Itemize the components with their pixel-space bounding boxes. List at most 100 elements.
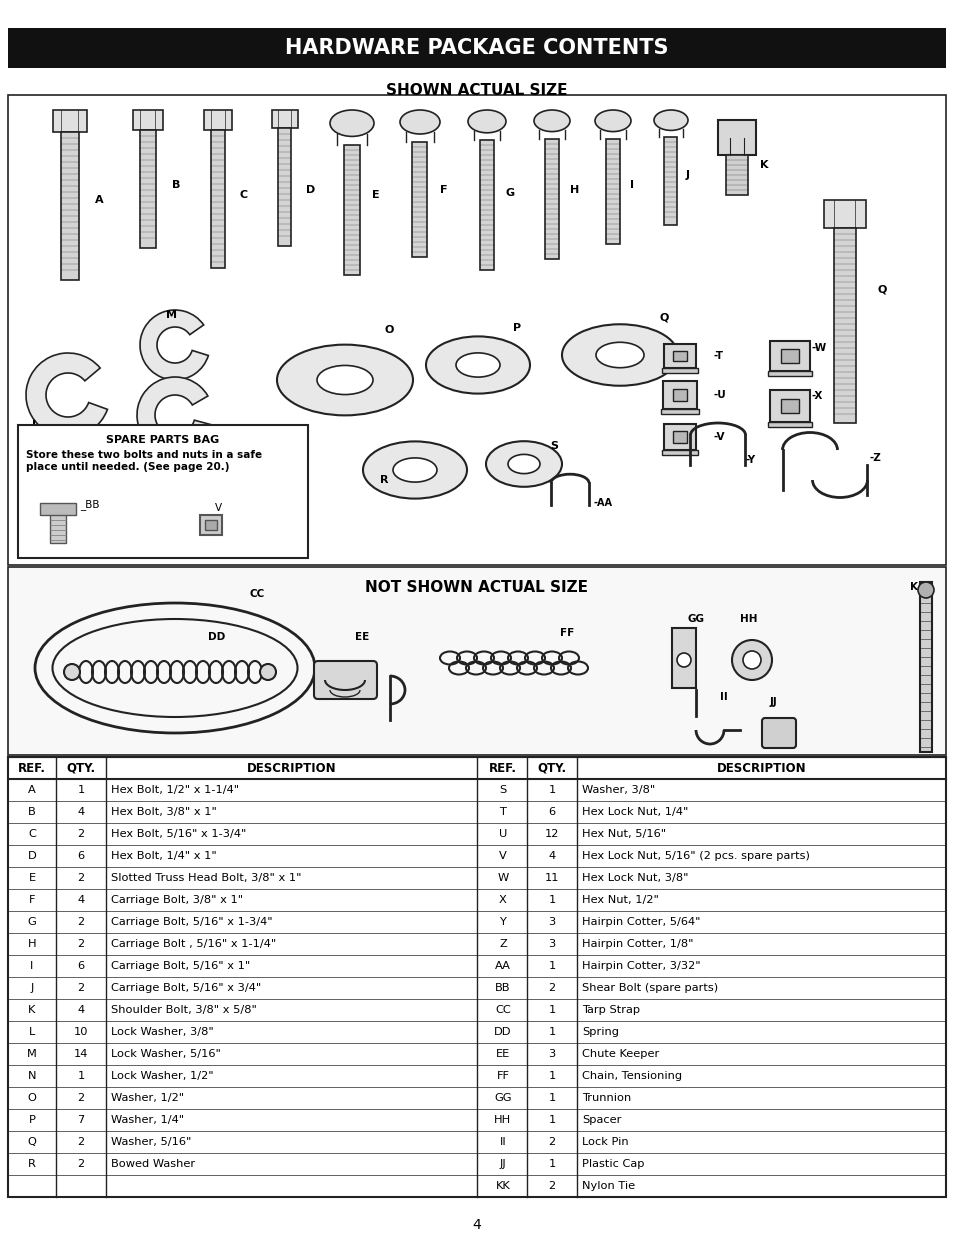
Text: SPARE PARTS BAG: SPARE PARTS BAG [107,435,219,445]
Text: B: B [28,807,36,817]
Text: Hex Lock Nut, 3/8": Hex Lock Nut, 3/8" [581,873,688,883]
Text: S: S [550,441,558,451]
Text: 1: 1 [548,895,555,904]
Text: J: J [685,170,689,180]
Text: Lock Pin: Lock Pin [581,1137,628,1147]
Text: -X: -X [811,392,822,401]
Text: 2: 2 [77,829,85,839]
Text: E: E [372,190,379,199]
Text: D: D [28,851,36,861]
Bar [8,567,945,755]
Text: Hex Lock Nut, 1/4": Hex Lock Nut, 1/4" [581,807,688,817]
Text: 3: 3 [548,939,555,949]
Text: L: L [32,420,39,430]
Text: Store these two bolts and nuts in a safe
place until needed. (See page 20.): Store these two bolts and nuts in a safe… [26,450,262,472]
Text: T: T [499,807,506,817]
Bar [781,399,798,413]
Text: I: I [629,180,634,190]
Text: M: M [167,310,177,320]
Text: 6: 6 [77,961,85,971]
Bar [61,133,79,280]
Bar [661,450,698,455]
Text: C: C [240,190,248,199]
Text: 2: 2 [77,1093,85,1103]
Ellipse shape [534,110,569,131]
Text: 1: 1 [548,1093,555,1103]
Text: HH: HH [494,1115,511,1125]
Bar [672,351,686,362]
Text: EE: EE [496,1049,510,1059]
Text: 10: 10 [73,1027,89,1037]
Circle shape [917,582,933,598]
Bar [663,424,696,450]
Text: -W: -W [811,343,826,353]
FancyBboxPatch shape [314,660,376,699]
Text: 4: 4 [472,1218,481,1232]
Bar [781,349,798,363]
Text: 1: 1 [548,961,555,971]
Text: H: H [28,939,36,949]
Text: Chute Keeper: Chute Keeper [581,1049,659,1059]
Bar [664,138,677,225]
Text: 4: 4 [77,807,85,817]
Text: N: N [194,442,204,452]
Text: E: E [29,873,35,883]
Ellipse shape [654,110,687,130]
Text: HARDWARE PACKAGE CONTENTS: HARDWARE PACKAGE CONTENTS [285,38,668,58]
Bar [272,110,297,128]
Bar [769,390,809,422]
Text: D: D [306,185,314,195]
Text: Chain, Tensioning: Chain, Tensioning [581,1070,681,1080]
Bar [132,110,163,130]
Text: Hex Nut, 1/2": Hex Nut, 1/2" [581,895,659,904]
Text: A: A [95,195,104,204]
Text: GG: GG [494,1093,511,1103]
Bar [767,370,811,375]
Text: Trunnion: Trunnion [581,1093,631,1103]
Ellipse shape [52,620,297,717]
Text: Carriage Bolt , 5/16" x 1-1/4": Carriage Bolt , 5/16" x 1-1/4" [111,939,276,949]
Ellipse shape [393,458,436,482]
Text: 11: 11 [544,873,558,883]
Bar [672,431,686,442]
Text: R: R [379,475,388,484]
Bar [50,513,66,543]
Text: Z: Z [498,939,506,949]
Text: DD: DD [208,632,225,642]
Text: 1: 1 [548,786,555,795]
Text: 2: 2 [77,983,85,992]
Text: K: K [760,160,768,170]
Text: 4: 4 [77,1005,85,1015]
Text: Washer, 1/2": Washer, 1/2" [111,1093,184,1103]
Text: -AA: -AA [594,498,613,508]
Text: HH: HH [740,615,757,624]
Text: Washer, 5/16": Washer, 5/16" [111,1137,192,1147]
Text: 2: 2 [77,1137,85,1147]
Text: REF.: REF. [18,762,46,774]
Text: Q: Q [28,1137,36,1147]
FancyBboxPatch shape [761,717,795,748]
Text: JJ: JJ [769,698,777,707]
Bar [663,344,696,368]
Text: 2: 2 [77,939,85,949]
Ellipse shape [595,110,630,131]
Text: V: V [214,503,222,513]
Bar [672,389,687,401]
Text: 2: 2 [77,917,85,927]
Text: N: N [28,1070,36,1080]
Text: 1: 1 [77,1070,85,1080]
Text: Bowed Washer: Bowed Washer [111,1158,195,1170]
Text: G: G [505,188,515,198]
Bar [769,341,809,370]
Text: 2: 2 [548,1137,555,1147]
Circle shape [677,653,690,667]
Text: L: L [29,1027,35,1037]
Text: 2: 2 [548,1181,555,1191]
Text: J: J [30,983,33,992]
Ellipse shape [316,366,373,394]
Text: 12: 12 [544,829,558,839]
Bar [344,145,359,275]
Text: Plastic Cap: Plastic Cap [581,1158,644,1170]
Text: 3: 3 [548,917,555,927]
Bar [8,95,945,565]
